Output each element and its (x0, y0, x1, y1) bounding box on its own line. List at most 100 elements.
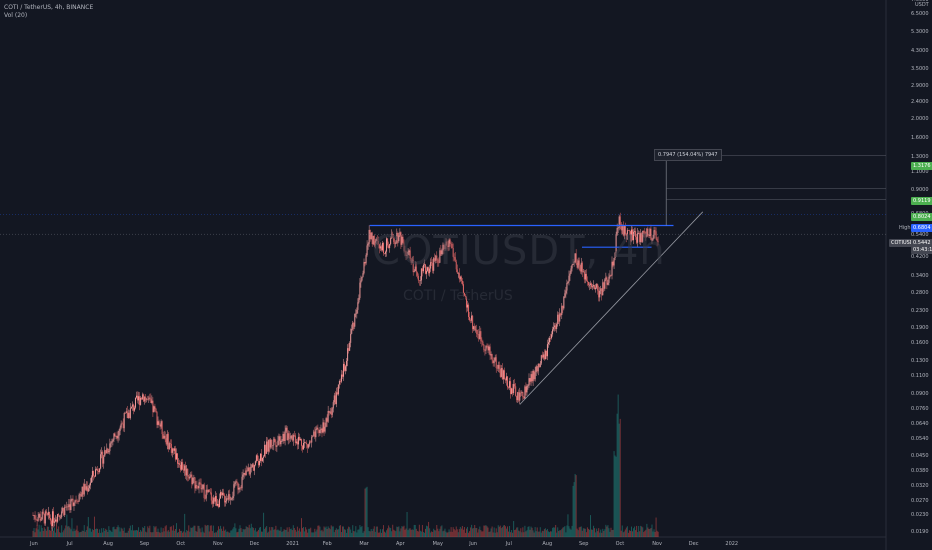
volume-bar (479, 526, 481, 537)
volume-bar (95, 529, 97, 537)
candle-body (181, 462, 183, 470)
volume-bar (227, 531, 229, 537)
volume-bar (176, 532, 178, 537)
volume-bar (263, 512, 265, 537)
volume-bar (568, 526, 570, 537)
volume-bar (131, 524, 133, 537)
volume-bar (79, 532, 81, 537)
watermark-ticker: COTIUSDT, 4h (372, 228, 666, 274)
volume-bar (356, 532, 358, 537)
volume-bar (579, 526, 581, 537)
volume-bar (372, 528, 374, 537)
candle-body (525, 386, 527, 393)
candle-body (646, 228, 648, 237)
candle-body (377, 240, 379, 245)
candle-body (244, 472, 246, 476)
volume-bar (630, 526, 632, 537)
candle-body (70, 499, 72, 511)
candle-body (537, 363, 539, 372)
candle-body (214, 496, 216, 502)
volume-bar (59, 532, 61, 537)
volume-bar (151, 532, 153, 537)
candle-body (564, 293, 566, 297)
volume-bar (401, 526, 403, 537)
candle-body (393, 237, 395, 242)
candle-body (122, 423, 124, 429)
volume-bar (104, 530, 106, 537)
volume-bar (449, 531, 451, 537)
volume-bar (629, 530, 631, 537)
volume-bar (56, 525, 58, 537)
volume-bar (165, 525, 167, 537)
volume-bar (432, 531, 434, 537)
volume-bar (604, 529, 606, 537)
candle-body (102, 451, 104, 464)
volume-bar (639, 531, 641, 537)
volume-bar (47, 526, 49, 537)
volume-bar (414, 525, 416, 537)
candle-body (602, 282, 604, 296)
indicator-line[interactable]: Vol (20) (4, 12, 28, 19)
volume-bar (339, 525, 341, 537)
candle-body (310, 441, 312, 443)
volume-bar (427, 526, 429, 537)
volume-bar (643, 532, 645, 537)
volume-bar (148, 528, 150, 537)
candle-body (406, 254, 408, 256)
candle-body (356, 309, 358, 314)
candle-body (160, 421, 162, 427)
volume-bar (406, 511, 408, 537)
volume-bar (229, 532, 231, 537)
time-tick: May (432, 541, 443, 547)
candle-body (139, 396, 141, 405)
candle-body (594, 285, 596, 290)
volume-bar (573, 482, 575, 537)
candle-body (286, 427, 288, 441)
volume-bar (235, 528, 237, 537)
time-tick: Jul (505, 541, 512, 547)
volume-bar (487, 527, 489, 537)
volume-bar (289, 529, 291, 537)
candle-body (126, 411, 128, 419)
volume-bar (173, 530, 175, 537)
candle-body (518, 392, 520, 401)
candle-body (388, 245, 390, 249)
volume-bar (109, 529, 111, 537)
volume-bar (33, 528, 35, 537)
candle-body (174, 448, 176, 460)
volume-bar (333, 532, 335, 537)
candle-body (97, 469, 99, 471)
volume-bar (553, 527, 555, 537)
volume-bar (627, 532, 629, 537)
volume-bar (626, 526, 628, 537)
candle-body (221, 492, 223, 495)
volume-bar (280, 526, 282, 537)
candle-body (530, 374, 532, 382)
candle-body (427, 267, 429, 271)
volume-bar (199, 528, 201, 537)
candle-body (74, 500, 76, 503)
candle-body (89, 482, 91, 486)
volume-bar (508, 531, 510, 537)
candle-body (92, 470, 94, 476)
volume-bar (571, 525, 573, 537)
symbol-line[interactable]: COTI / TetherUS, 4h, BINANCE (4, 4, 94, 11)
time-tick: Oct (176, 541, 186, 547)
volume-bar (407, 530, 409, 537)
target-low-tag: 0.8024 (911, 213, 932, 221)
candle-body (500, 368, 502, 377)
volume-bar (500, 528, 502, 537)
candle-body (526, 385, 528, 393)
volume-bar (302, 528, 304, 537)
time-tick: Apr (396, 541, 405, 547)
volume-bar (76, 525, 78, 537)
candle-body (490, 354, 492, 356)
candle-body (519, 392, 521, 401)
volume-bar (380, 532, 382, 537)
candle-body (254, 461, 256, 465)
volume-bar (648, 528, 650, 537)
volume-bar (410, 529, 412, 537)
candle-body (303, 443, 305, 450)
candle-body (345, 366, 347, 371)
